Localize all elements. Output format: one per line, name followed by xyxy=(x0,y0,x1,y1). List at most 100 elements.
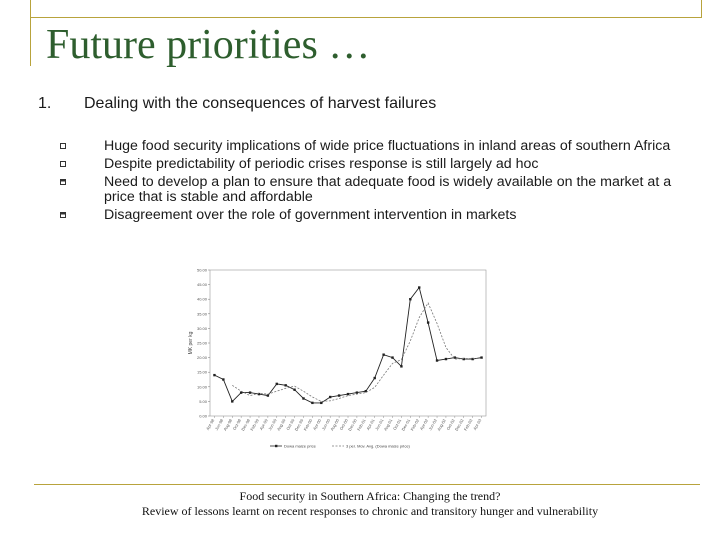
data-point xyxy=(409,298,412,301)
legend-label-price: Dowa maize price xyxy=(284,444,317,449)
data-point xyxy=(364,389,368,393)
bullet-text: Need to develop a plan to ensure that ad… xyxy=(104,174,672,205)
x-tick-label: Oct-98 xyxy=(232,417,243,431)
y-tick-label: 5.00 xyxy=(199,399,208,404)
y-tick-label: 30.00 xyxy=(197,326,208,331)
bullet-text: Despite predictability of periodic crise… xyxy=(104,156,539,172)
x-tick-label: Dec-99 xyxy=(294,417,305,431)
x-tick-label: Feb-03 xyxy=(463,417,474,431)
y-tick-label: 10.00 xyxy=(197,384,208,389)
data-point xyxy=(426,321,430,324)
frame-top-rule xyxy=(30,17,702,18)
data-point xyxy=(435,359,439,362)
y-tick-label: 45.00 xyxy=(197,282,208,287)
x-tick-label: Feb-01 xyxy=(356,417,367,431)
legend-label-average: 3 per. Mov. Avg. (Dowa maize price) xyxy=(346,444,411,449)
x-tick-label: Apr-00 xyxy=(312,417,323,431)
x-tick-label: Apr-99 xyxy=(258,417,269,431)
y-axis-label: MK per kg xyxy=(188,331,194,354)
data-point xyxy=(266,394,270,397)
frame-right-rule xyxy=(701,0,702,18)
x-tick-label: Oct-00 xyxy=(339,417,350,431)
x-tick-label: Aug-01 xyxy=(383,417,394,431)
x-tick-label: Feb-00 xyxy=(303,417,314,431)
data-point xyxy=(418,286,421,289)
data-point xyxy=(471,357,474,361)
data-point xyxy=(355,391,359,394)
data-point xyxy=(400,365,403,368)
x-tick-label: Dec-02 xyxy=(454,417,465,431)
data-point xyxy=(257,392,261,396)
price-line-chart: 50.00 45.00 40.00 35.00 30.00 25.00 20.00 15.00… xyxy=(188,268,487,449)
x-tick-label: Apr-03 xyxy=(472,417,483,431)
x-tick-label: Feb-99 xyxy=(249,417,260,431)
data-point xyxy=(275,382,278,386)
x-tick-label: Feb-02 xyxy=(409,417,420,431)
data-point xyxy=(311,401,314,405)
data-point xyxy=(453,356,457,359)
data-point xyxy=(222,378,225,381)
bullet-item: Despite predictability of periodic crise… xyxy=(60,157,700,172)
data-point xyxy=(231,400,234,403)
y-tick-label: 20.00 xyxy=(197,355,208,360)
data-point xyxy=(248,391,252,394)
data-point xyxy=(480,356,483,359)
legend-marker-price xyxy=(275,444,278,448)
data-point xyxy=(462,357,465,361)
data-point xyxy=(293,388,296,391)
x-tick-label: Oct-01 xyxy=(392,417,403,431)
y-tick-label: 50.00 xyxy=(197,268,208,273)
x-tick-label: Jun-00 xyxy=(321,417,332,431)
data-point xyxy=(239,391,243,394)
x-tick-label: Apr-98 xyxy=(205,417,216,431)
footer-subtitle: Review of lessons learnt on recent respo… xyxy=(141,504,599,518)
main-item-number: 1. xyxy=(38,95,52,112)
x-tick-label: Aug-99 xyxy=(276,417,287,431)
x-tick-label: Oct-02 xyxy=(445,417,456,431)
data-point xyxy=(337,394,341,397)
data-point xyxy=(328,395,332,399)
y-tick-label: 40.00 xyxy=(197,297,208,302)
series-line-moving-average xyxy=(232,302,482,402)
frame-left-rule xyxy=(30,0,31,66)
data-point xyxy=(302,397,305,400)
y-tick-label: 0.00 xyxy=(199,414,208,419)
data-point xyxy=(284,384,287,387)
data-point xyxy=(373,376,376,380)
data-point xyxy=(444,357,448,361)
x-tick-label: Jun-99 xyxy=(267,417,278,431)
y-tick-label: 25.00 xyxy=(197,341,208,346)
data-point xyxy=(391,356,394,359)
square-bullet-icon xyxy=(60,212,66,218)
data-point xyxy=(213,373,216,377)
y-tick-label: 15.00 xyxy=(197,370,208,375)
square-bullet-icon xyxy=(60,179,66,185)
x-tick-label: Oct-99 xyxy=(285,417,296,431)
footer-rule xyxy=(34,484,700,485)
slide-title: Future priorities … xyxy=(46,22,371,68)
data-point xyxy=(320,401,323,405)
square-bullet-icon xyxy=(60,143,66,149)
bullet-item: Huge food security implications of wide … xyxy=(60,139,700,154)
x-tick-label: Jun-98 xyxy=(214,417,225,431)
x-tick-label: Dec-98 xyxy=(240,417,251,431)
footer-title: Food security in Southern Africa: Changi… xyxy=(239,489,501,503)
x-tick-label: Dec-01 xyxy=(400,417,411,431)
bullet-list: Huge food security implications of wide … xyxy=(60,139,700,226)
main-item-text: Dealing with the consequences of harvest… xyxy=(84,95,437,112)
footer: Food security in Southern Africa: Changi… xyxy=(40,489,700,519)
bullet-text: Huge food security implications of wide … xyxy=(104,138,671,154)
price-chart: 50.00 45.00 40.00 35.00 30.00 25.00 20.00 15.00… xyxy=(184,264,494,456)
x-tick-label: Aug-98 xyxy=(222,417,233,431)
x-tick-label: Aug-00 xyxy=(329,417,340,431)
x-tick-label: Aug-02 xyxy=(436,417,447,431)
x-tick-label: Apr-01 xyxy=(365,417,376,431)
x-tick-label: Jun-02 xyxy=(427,417,438,431)
bullet-item: Disagreement over the role of government… xyxy=(60,208,700,223)
data-point xyxy=(382,353,385,356)
x-tick-label: Jun-01 xyxy=(374,417,385,431)
square-bullet-icon xyxy=(60,161,66,167)
x-tick-label: Dec-00 xyxy=(347,417,358,431)
plot-area xyxy=(209,269,487,417)
data-point xyxy=(346,392,350,396)
